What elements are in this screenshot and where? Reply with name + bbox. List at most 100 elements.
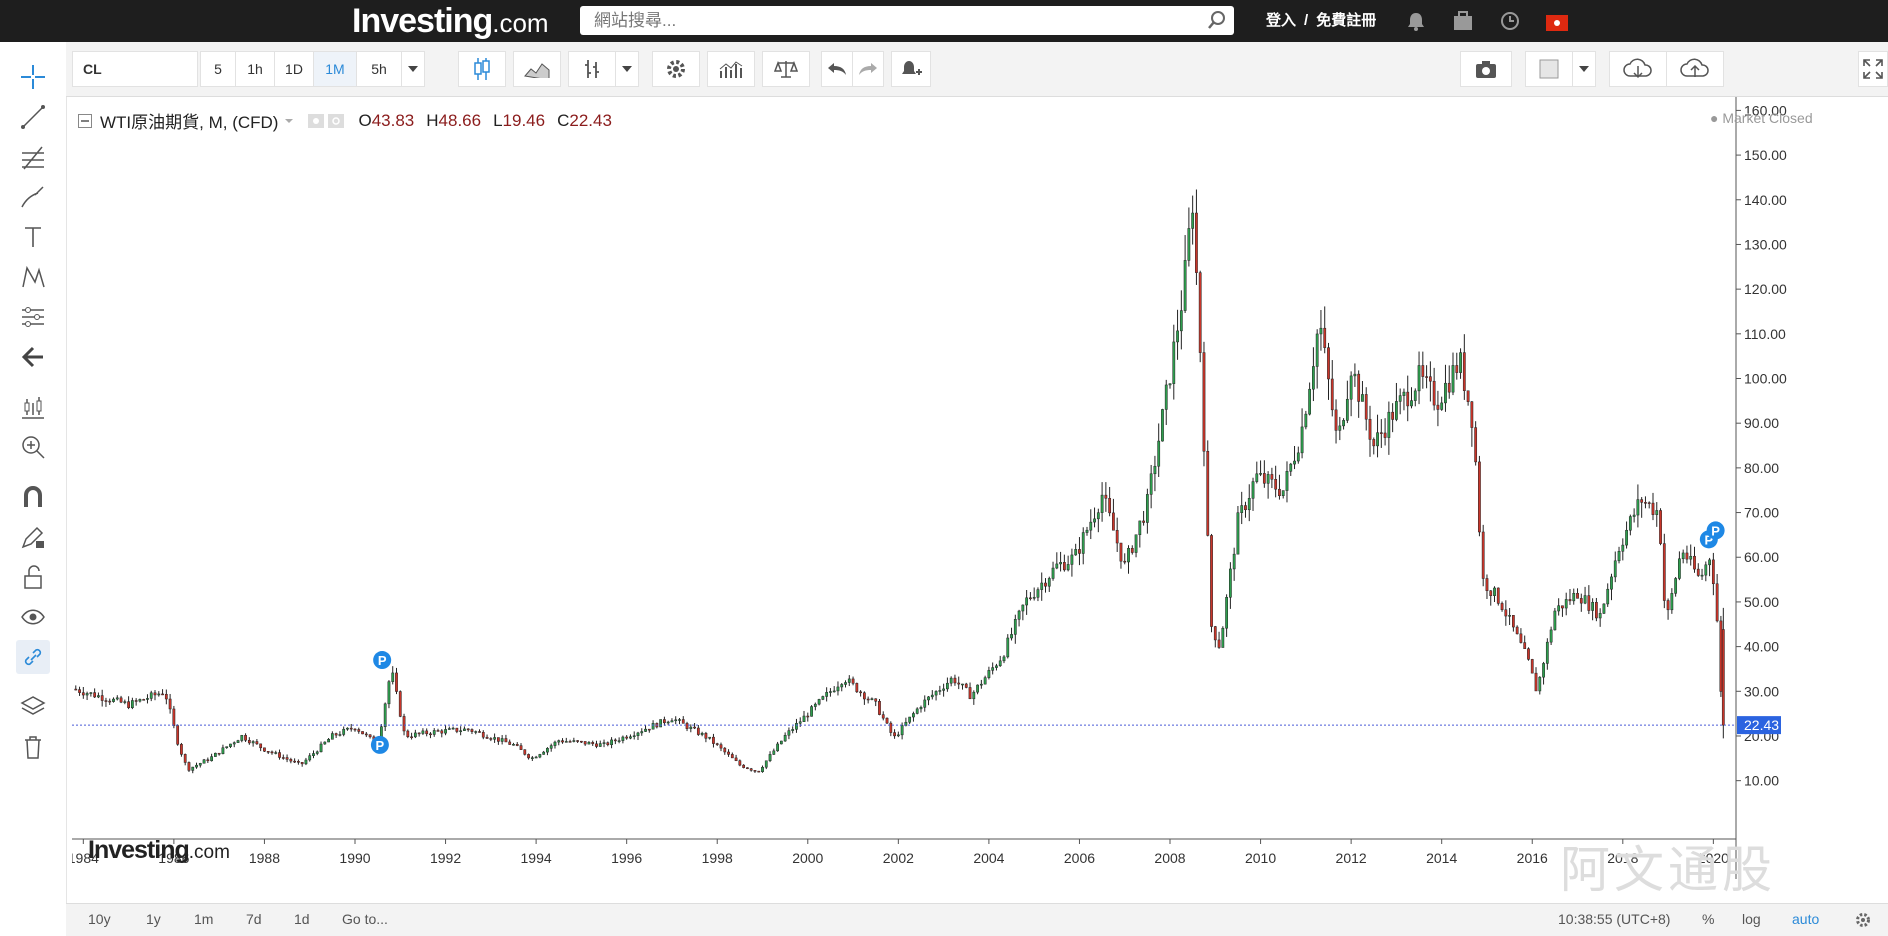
candle-body [1500, 603, 1504, 611]
pattern-tool[interactable] [16, 260, 50, 294]
candle-body [881, 714, 885, 719]
cloud-load-button[interactable] [1609, 51, 1667, 87]
y-tick-label: 10.00 [1744, 773, 1779, 789]
indicators-tool[interactable] [16, 390, 50, 424]
collapse-legend-icon[interactable] [78, 113, 92, 128]
interval-5[interactable]: 5 [200, 51, 236, 87]
clock-icon[interactable] [1499, 11, 1521, 31]
chevron-down-icon[interactable] [282, 116, 296, 126]
candle-body [1040, 582, 1044, 590]
undo-button[interactable] [821, 51, 853, 87]
series-title[interactable]: WTI原油期貨, M, (CFD) [100, 113, 279, 132]
range-1m[interactable]: 1m [194, 911, 214, 927]
candle-body [421, 730, 425, 734]
chart-type-dropdown[interactable] [615, 51, 639, 87]
candle-body [478, 731, 481, 733]
text-tool[interactable] [16, 220, 50, 254]
hong-kong-flag-icon[interactable] [1546, 13, 1568, 33]
candle-body [1685, 552, 1689, 560]
interval-1d[interactable]: 1D [274, 51, 314, 87]
price-chart[interactable]: 160.00 150.00 140.00 130.00 120.00 110.00 100.… [72, 97, 1832, 879]
cloud-download-icon [1623, 58, 1652, 79]
compare-button[interactable] [762, 51, 810, 87]
search-icon[interactable] [1206, 9, 1228, 31]
portfolio-icon[interactable] [1452, 11, 1474, 31]
settings-button[interactable] [652, 51, 700, 87]
cloud-save-button[interactable] [1666, 51, 1724, 87]
fullscreen-button[interactable] [1858, 51, 1888, 87]
series-visibility-icon[interactable] [308, 113, 346, 128]
color-theme-button[interactable] [1525, 51, 1573, 87]
auto-toggle[interactable]: auto [1792, 911, 1820, 927]
goto-button[interactable]: Go to... [342, 911, 388, 927]
trend-line-tool[interactable] [16, 100, 50, 134]
candle-body [874, 698, 878, 702]
candle-body [293, 760, 297, 763]
candles-icon [474, 58, 490, 80]
bottom-bar: 10y 1y 1m 7d 1d Go to... 10:38:55 (UTC+8… [66, 903, 1888, 936]
delete-tool[interactable] [16, 730, 50, 764]
candle-body [398, 691, 402, 717]
indicators-button[interactable] [707, 51, 755, 87]
candle-body [1632, 514, 1636, 517]
search-input[interactable]: 網站搜尋... [580, 6, 1234, 35]
range-7d[interactable]: 7d [246, 911, 262, 927]
auth-separator: / [1304, 12, 1309, 29]
bell-icon[interactable] [1405, 11, 1427, 31]
candle-body [85, 693, 89, 696]
candle-body [274, 752, 278, 754]
candle-body [1323, 327, 1327, 348]
candle-body [1202, 352, 1206, 452]
candle-body [738, 760, 742, 766]
candle-body [1621, 544, 1625, 552]
candle-body [315, 751, 319, 754]
candle-body [1145, 494, 1149, 523]
zoom-in-tool[interactable] [16, 430, 50, 464]
link-tool[interactable] [16, 640, 50, 674]
color-theme-dropdown[interactable] [1572, 51, 1596, 87]
symbol-input[interactable]: CL [72, 51, 198, 87]
settings-gear-icon[interactable] [1854, 911, 1872, 929]
alert-button[interactable] [891, 51, 931, 87]
candle-body [1462, 352, 1466, 391]
layers-tool[interactable] [16, 690, 50, 724]
magnet-tool[interactable] [16, 480, 50, 514]
candle-body [844, 682, 847, 685]
redo-button[interactable] [852, 51, 884, 87]
area-chart-type-button[interactable] [513, 51, 561, 87]
candle-body [1719, 620, 1723, 692]
crosshair-tool[interactable] [16, 60, 50, 94]
candle-body [1338, 425, 1342, 431]
candle-body [1406, 391, 1410, 407]
percent-toggle[interactable]: % [1702, 911, 1715, 927]
back-tool[interactable] [16, 340, 50, 374]
range-1d[interactable]: 1d [294, 911, 310, 927]
interval-1h[interactable]: 1h [235, 51, 275, 87]
log-toggle[interactable]: log [1742, 911, 1761, 927]
lock-drawing-tool[interactable] [16, 520, 50, 554]
interval-1m[interactable]: 1M [313, 51, 357, 87]
measure-tool[interactable] [16, 300, 50, 334]
candle-body [1576, 593, 1579, 599]
brush-tool[interactable] [16, 180, 50, 214]
visibility-tool[interactable] [16, 600, 50, 634]
candle-body [1534, 672, 1538, 692]
candles-chart-type-button[interactable] [458, 51, 506, 87]
interval-5h[interactable]: 5h [356, 51, 402, 87]
event-marker-label: P [376, 738, 385, 753]
candle-body [1527, 648, 1530, 660]
screenshot-button[interactable] [1460, 51, 1512, 87]
interval-dropdown[interactable] [401, 51, 425, 87]
unlock-tool[interactable] [16, 560, 50, 594]
range-1y[interactable]: 1y [146, 911, 161, 927]
login-link[interactable]: 登入 [1266, 12, 1297, 29]
x-tick-label: 1988 [249, 850, 280, 866]
bar-chart-type-button[interactable] [568, 51, 616, 87]
candle-body [734, 757, 738, 761]
range-10y[interactable]: 10y [88, 911, 111, 927]
site-logo[interactable]: Investing.com [352, 0, 549, 42]
register-link[interactable]: 免費註冊 [1316, 12, 1377, 29]
unlock-icon [24, 565, 42, 589]
fibonacci-tool[interactable] [16, 140, 50, 174]
candle-body [572, 740, 576, 742]
